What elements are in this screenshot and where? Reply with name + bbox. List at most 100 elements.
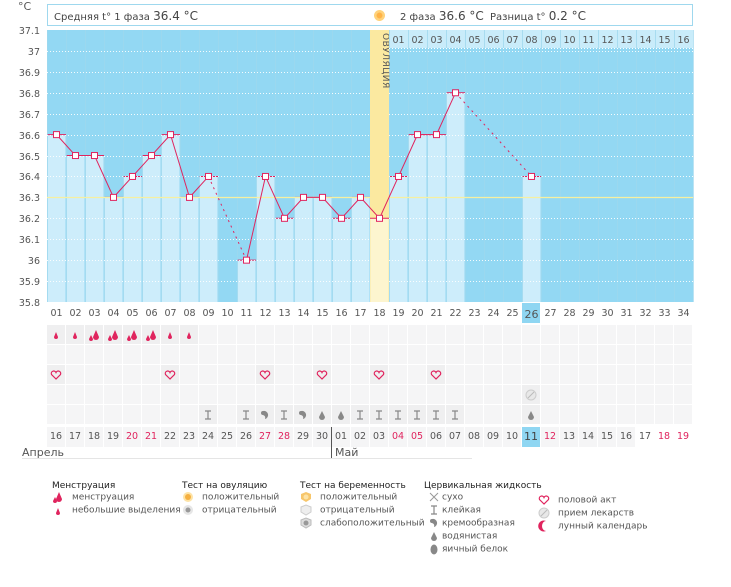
symptom-cell-cervical[interactable] [541,405,559,424]
calendar-date[interactable]: 08 [465,427,483,447]
symptom-cell-medication[interactable] [104,385,122,404]
calendar-date[interactable]: 20 [123,427,141,447]
symptom-cell-cervical[interactable] [579,405,597,424]
calendar-date[interactable]: 12 [541,427,559,447]
symptom-cell-cervical[interactable] [294,405,312,424]
symptom-cell-menstruation[interactable] [446,325,464,344]
symptom-cell-ovulation-test[interactable] [503,345,521,364]
symptom-cell-medication[interactable] [674,385,692,404]
symptom-cell-medication[interactable] [560,385,578,404]
symptom-cell-cervical[interactable] [161,405,179,424]
symptom-cell-medication[interactable] [199,385,217,404]
calendar-date[interactable]: 17 [636,427,654,447]
calendar-date[interactable]: 14 [579,427,597,447]
symptom-cell-menstruation[interactable] [142,325,160,344]
symptom-cell-cervical[interactable] [655,405,673,424]
calendar-date[interactable]: 30 [313,427,331,447]
symptom-cell-menstruation[interactable] [256,325,274,344]
symptom-cell-medication[interactable] [484,385,502,404]
symptom-cell-cervical[interactable] [465,405,483,424]
calendar-date[interactable]: 11 [522,427,540,447]
symptom-cell-medication[interactable] [275,385,293,404]
symptom-cell-menstruation[interactable] [598,325,616,344]
symptom-cell-medication[interactable] [579,385,597,404]
symptom-cell-medication[interactable] [332,385,350,404]
symptom-cell-menstruation[interactable] [199,325,217,344]
calendar-date[interactable]: 29 [294,427,312,447]
symptom-cell-medication[interactable] [256,385,274,404]
symptom-cell-menstruation[interactable] [332,325,350,344]
symptom-cell-menstruation[interactable] [427,325,445,344]
symptom-cell-intercourse[interactable] [427,365,445,384]
symptom-cell-medication[interactable] [598,385,616,404]
symptom-cell-intercourse[interactable] [617,365,635,384]
symptom-cell-cervical[interactable] [66,405,84,424]
symptom-cell-intercourse[interactable] [446,365,464,384]
symptom-cell-ovulation-test[interactable] [522,345,540,364]
symptom-cell-intercourse[interactable] [579,365,597,384]
calendar-date[interactable]: 17 [66,427,84,447]
symptom-cell-menstruation[interactable] [503,325,521,344]
symptom-cell-ovulation-test[interactable] [674,345,692,364]
symptom-cell-ovulation-test[interactable] [389,345,407,364]
symptom-cell-menstruation[interactable] [465,325,483,344]
symptom-cell-intercourse[interactable] [465,365,483,384]
calendar-date[interactable]: 01 [332,427,350,447]
symptom-cell-cervical[interactable] [256,405,274,424]
symptom-cell-intercourse[interactable] [655,365,673,384]
symptom-cell-medication[interactable] [655,385,673,404]
symptom-cell-menstruation[interactable] [389,325,407,344]
symptom-cell-ovulation-test[interactable] [617,345,635,364]
calendar-date[interactable]: 22 [161,427,179,447]
symptom-cell-menstruation[interactable] [579,325,597,344]
calendar-date[interactable]: 13 [560,427,578,447]
calendar-date[interactable]: 09 [484,427,502,447]
symptom-cell-intercourse[interactable] [370,365,388,384]
symptom-cell-intercourse[interactable] [199,365,217,384]
symptom-cell-medication[interactable] [47,385,65,404]
symptom-cell-intercourse[interactable] [636,365,654,384]
symptom-cell-cervical[interactable] [598,405,616,424]
symptom-cell-medication[interactable] [446,385,464,404]
symptom-cell-ovulation-test[interactable] [370,345,388,364]
symptom-cell-ovulation-test[interactable] [256,345,274,364]
symptom-cell-intercourse[interactable] [218,365,236,384]
symptom-cell-menstruation[interactable] [47,325,65,344]
symptom-cell-medication[interactable] [161,385,179,404]
symptom-cell-menstruation[interactable] [237,325,255,344]
symptom-cell-medication[interactable] [123,385,141,404]
symptom-cell-ovulation-test[interactable] [294,345,312,364]
symptom-cell-menstruation[interactable] [313,325,331,344]
symptom-cell-ovulation-test[interactable] [275,345,293,364]
symptom-cell-cervical[interactable] [351,405,369,424]
symptom-cell-intercourse[interactable] [351,365,369,384]
symptom-cell-intercourse[interactable] [161,365,179,384]
symptom-cell-menstruation[interactable] [85,325,103,344]
symptom-cell-ovulation-test[interactable] [332,345,350,364]
symptom-cell-intercourse[interactable] [332,365,350,384]
symptom-cell-ovulation-test[interactable] [427,345,445,364]
symptom-cell-intercourse[interactable] [66,365,84,384]
symptom-cell-menstruation[interactable] [104,325,122,344]
symptom-cell-intercourse[interactable] [408,365,426,384]
calendar-date[interactable]: 15 [598,427,616,447]
symptom-cell-menstruation[interactable] [541,325,559,344]
symptom-cell-ovulation-test[interactable] [655,345,673,364]
symptom-cell-intercourse[interactable] [484,365,502,384]
symptom-cell-medication[interactable] [313,385,331,404]
symptom-cell-menstruation[interactable] [180,325,198,344]
symptom-cell-menstruation[interactable] [218,325,236,344]
symptom-cell-intercourse[interactable] [180,365,198,384]
symptom-cell-cervical[interactable] [313,405,331,424]
calendar-date[interactable]: 16 [47,427,65,447]
calendar-date[interactable]: 19 [674,427,692,447]
symptom-cell-intercourse[interactable] [598,365,616,384]
calendar-date[interactable]: 16 [617,427,635,447]
symptom-cell-ovulation-test[interactable] [484,345,502,364]
symptom-cell-ovulation-test[interactable] [465,345,483,364]
symptom-cell-cervical[interactable] [370,405,388,424]
symptom-cell-medication[interactable] [218,385,236,404]
symptom-cell-medication[interactable] [142,385,160,404]
calendar-date[interactable]: 25 [218,427,236,447]
symptom-cell-ovulation-test[interactable] [47,345,65,364]
